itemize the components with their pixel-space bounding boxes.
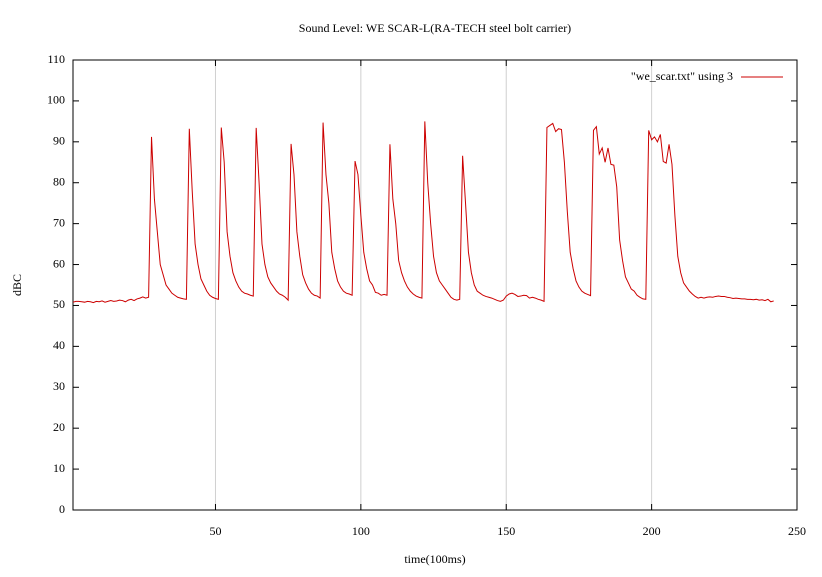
y-tick-label: 100 [47, 93, 65, 107]
y-tick-label: 20 [53, 420, 65, 434]
x-tick-label: 200 [643, 524, 661, 538]
x-tick-label: 150 [497, 524, 515, 538]
y-tick-label: 50 [53, 297, 65, 311]
y-tick-label: 60 [53, 256, 65, 270]
y-axis-label: dBC [10, 274, 24, 296]
plot-frame [72, 59, 798, 511]
y-tick-label: 70 [53, 215, 65, 229]
y-tick-label: 40 [53, 338, 65, 352]
data-line [72, 121, 774, 304]
y-tick-label: 10 [53, 461, 65, 475]
y-tick-label: 90 [53, 134, 65, 148]
x-tick-label: 50 [209, 524, 221, 538]
y-tick-label: 0 [59, 502, 65, 516]
x-tick-label: 100 [352, 524, 370, 538]
y-tick-label: 110 [47, 52, 65, 66]
x-axis-label: time(100ms) [404, 552, 465, 566]
y-tick-label: 30 [53, 379, 65, 393]
chart-title: Sound Level: WE SCAR-L(RA-TECH steel bol… [299, 21, 571, 35]
legend-label: "we_scar.txt" using 3 [631, 69, 733, 83]
x-tick-label: 250 [788, 524, 806, 538]
y-tick-label: 80 [53, 174, 65, 188]
